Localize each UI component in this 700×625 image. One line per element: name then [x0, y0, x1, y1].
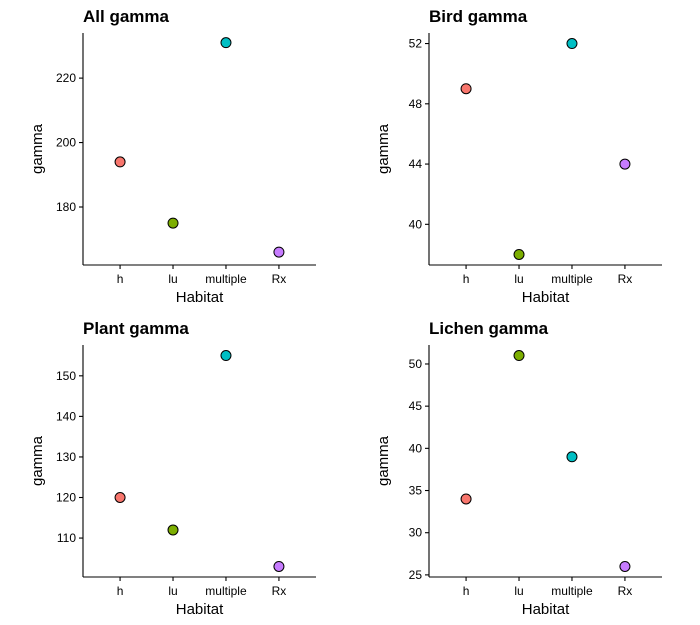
panel-bird-gamma: Bird gamma 40 44 48 52 h lu multiple Rx Habitat ga…: [375, 7, 662, 306]
data-point-lu: [513, 350, 525, 362]
y-tick-label: 140: [56, 409, 76, 423]
data-point-lu: [513, 248, 525, 260]
x-tick-label-rx: Rx: [618, 584, 633, 598]
data-point-rx: [619, 560, 631, 572]
data-point-h: [114, 156, 126, 168]
y-axis-title: gamma: [375, 123, 392, 174]
x-axis-title: Habitat: [522, 601, 570, 618]
y-tick-label: 45: [409, 399, 423, 413]
y-tick-label: 220: [56, 71, 76, 85]
x-axis-title: Habitat: [522, 289, 570, 306]
y-tick-label: 130: [56, 450, 76, 464]
x-tick-label-rx: Rx: [272, 272, 287, 286]
data-point-rx: [273, 246, 285, 258]
y-tick-label: 50: [409, 357, 423, 371]
panel-title: Plant gamma: [83, 319, 189, 338]
panel-title: Lichen gamma: [429, 319, 549, 338]
panel-lichen-gamma: Lichen gamma 25 30 35 40 45 50 h lu multiple Rx Hab…: [375, 319, 662, 618]
data-point-h: [114, 492, 126, 504]
x-tick-label-lu: lu: [168, 272, 177, 286]
x-tick-label-multiple: multiple: [205, 584, 247, 598]
x-axis-title: Habitat: [176, 601, 224, 618]
data-point-multiple: [220, 350, 232, 362]
x-tick-label-rx: Rx: [272, 584, 287, 598]
x-tick-label-lu: lu: [514, 272, 523, 286]
data-point-multiple: [566, 38, 578, 50]
y-tick-label: 48: [409, 97, 423, 111]
panel-all-gamma: All gamma 180 200 220 h lu multiple Rx Habitat ga…: [29, 7, 316, 306]
data-point-rx: [619, 158, 631, 170]
y-tick-label: 35: [409, 484, 423, 498]
y-tick-label: 180: [56, 200, 76, 214]
x-tick-label-h: h: [463, 272, 470, 286]
data-point-h: [460, 493, 472, 505]
data-point-multiple: [566, 451, 578, 463]
y-tick-label: 25: [409, 568, 423, 582]
y-tick-label: 40: [409, 217, 423, 231]
x-tick-label-multiple: multiple: [551, 272, 593, 286]
data-point-rx: [273, 560, 285, 572]
data-point-multiple: [220, 37, 232, 49]
x-axis-title: Habitat: [176, 289, 224, 306]
x-tick-label-multiple: multiple: [205, 272, 247, 286]
x-tick-label-rx: Rx: [618, 272, 633, 286]
y-axis-title: gamma: [375, 435, 392, 486]
x-tick-label-h: h: [117, 272, 124, 286]
y-tick-label: 150: [56, 369, 76, 383]
y-tick-label: 110: [57, 531, 76, 545]
y-tick-label: 120: [56, 491, 76, 505]
y-tick-label: 30: [409, 526, 423, 540]
y-axis-title: gamma: [29, 123, 46, 174]
x-tick-label-h: h: [117, 584, 124, 598]
y-axis-title: gamma: [29, 435, 46, 486]
y-tick-label: 40: [409, 441, 423, 455]
panel-plant-gamma: Plant gamma 110 120 130 140 150 h lu multiple Rx H…: [29, 319, 316, 618]
y-tick-label: 200: [56, 136, 76, 150]
data-point-h: [460, 83, 472, 95]
x-tick-label-multiple: multiple: [551, 584, 593, 598]
y-tick-label: 52: [409, 37, 423, 51]
panel-title: All gamma: [83, 7, 170, 26]
data-point-lu: [167, 524, 179, 536]
y-tick-label: 44: [409, 157, 423, 171]
x-tick-label-lu: lu: [168, 584, 177, 598]
x-tick-label-h: h: [463, 584, 470, 598]
x-tick-label-lu: lu: [514, 584, 523, 598]
data-point-lu: [167, 217, 179, 229]
panel-title: Bird gamma: [429, 7, 528, 26]
